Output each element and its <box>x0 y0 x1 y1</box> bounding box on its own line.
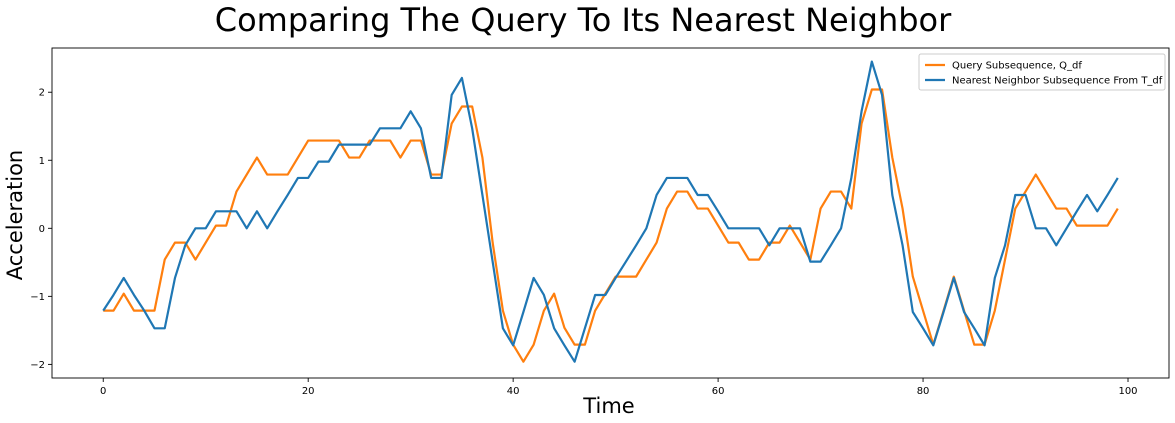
y-tick-label: −2 <box>30 360 45 371</box>
x-tick-label: 100 <box>1118 386 1137 397</box>
plot-area <box>51 47 1170 379</box>
legend: Query Subsequence, Q_df Nearest Neighbor … <box>918 53 1166 91</box>
y-tick-label: 0 <box>39 224 45 235</box>
x-tick-label: 60 <box>712 386 725 397</box>
legend-entry-label: Nearest Neighbor Subsequence From T_df <box>952 76 1163 87</box>
legend-entry-label: Query Subsequence, Q_df <box>952 61 1082 72</box>
x-axis: 0 20 40 60 80 100 <box>100 378 1138 397</box>
x-tick-label: 0 <box>100 386 106 397</box>
y-axis-label: Acceleration <box>3 150 27 281</box>
legend-box <box>918 53 1166 91</box>
plot-frame <box>51 47 1170 379</box>
series-line-1 <box>103 88 1119 363</box>
x-tick-label: 80 <box>917 386 930 397</box>
y-tick-label: 1 <box>39 156 45 167</box>
y-tick-label: −1 <box>30 292 45 303</box>
x-tick-label: 40 <box>507 386 520 397</box>
x-axis-label: Time <box>582 394 634 418</box>
y-tick-label: 2 <box>39 88 45 99</box>
y-axis: −2 −1 0 1 2 <box>30 88 52 371</box>
series-line-2 <box>102 60 1119 363</box>
x-tick-label: 20 <box>302 386 315 397</box>
chart-title: Comparing The Query To Its Nearest Neigh… <box>215 1 952 39</box>
